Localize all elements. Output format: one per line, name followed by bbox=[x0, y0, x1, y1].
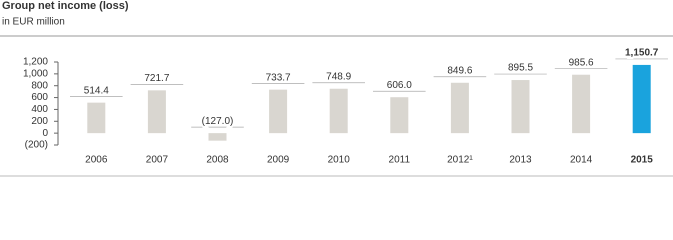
x-tick-label: 2006 bbox=[85, 155, 108, 166]
bar bbox=[390, 97, 409, 134]
value-label: 721.7 bbox=[144, 73, 169, 84]
x-tick-label: 2014 bbox=[570, 155, 593, 166]
x-tick-label: 2012¹ bbox=[447, 155, 473, 166]
bar bbox=[208, 133, 227, 141]
bar bbox=[87, 102, 106, 134]
value-label: 849.6 bbox=[447, 65, 472, 76]
x-tick-label: 2015 bbox=[631, 155, 654, 166]
x-tick-label: 2010 bbox=[328, 155, 351, 166]
y-tick-label: 400 bbox=[31, 104, 48, 115]
bar bbox=[511, 80, 530, 134]
value-label: 985.6 bbox=[569, 57, 594, 68]
y-tick-label: 800 bbox=[31, 80, 48, 91]
x-tick-label: 2009 bbox=[267, 155, 290, 166]
value-label: 895.5 bbox=[508, 63, 533, 74]
y-tick-label: (200) bbox=[25, 140, 48, 151]
x-tick-label: 2011 bbox=[389, 155, 411, 166]
bar bbox=[572, 74, 591, 134]
y-tick-label: 0 bbox=[42, 128, 48, 139]
x-tick-label: 2013 bbox=[509, 155, 532, 166]
bar bbox=[450, 82, 469, 134]
x-tick-label: 2008 bbox=[206, 155, 229, 166]
y-tick-label: 1,000 bbox=[23, 68, 48, 79]
x-tick-label: 2007 bbox=[146, 155, 169, 166]
y-tick-label: 1,200 bbox=[23, 57, 48, 68]
chart-subtitle: in EUR million bbox=[2, 17, 65, 28]
value-label: 1,150.7 bbox=[625, 48, 659, 59]
value-label: 748.9 bbox=[326, 71, 351, 82]
value-label: 733.7 bbox=[266, 72, 291, 83]
y-tick-label: 200 bbox=[31, 116, 48, 127]
value-label: 514.4 bbox=[84, 85, 109, 96]
y-tick-label: 600 bbox=[31, 92, 48, 103]
value-label: 606.0 bbox=[387, 80, 412, 91]
bar bbox=[269, 89, 288, 134]
bar bbox=[632, 64, 651, 134]
chart: Group net income (loss) in EUR million 1… bbox=[0, 0, 673, 177]
chart-title: Group net income (loss) bbox=[2, 0, 129, 12]
value-label: (127.0) bbox=[202, 116, 234, 127]
bar bbox=[329, 88, 348, 134]
bar bbox=[147, 90, 166, 134]
